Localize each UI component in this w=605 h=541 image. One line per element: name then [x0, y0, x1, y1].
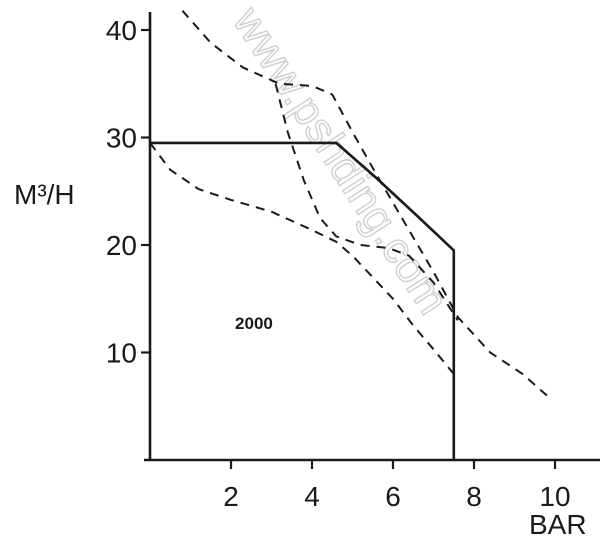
labels: M³/H BAR	[14, 179, 587, 540]
x-tick-label: 6	[385, 481, 401, 512]
ticks: 2 4 6 8 10 10 20 30 40	[106, 15, 571, 512]
series-line-1	[150, 141, 456, 460]
y-tick-label: 20	[106, 230, 137, 261]
x-tick-label: 4	[304, 481, 320, 512]
y-tick-label: 40	[106, 15, 137, 46]
watermark: www.pshding.com	[222, 0, 458, 324]
x-axis-title: BAR	[529, 509, 587, 540]
series-line-4	[274, 83, 459, 321]
x-tick-label: 2	[223, 481, 239, 512]
series-lines	[149, 10, 548, 460]
x-tick-label: 8	[466, 481, 482, 512]
y-axis-title: M³/H	[14, 179, 75, 210]
axes	[144, 12, 600, 462]
y-tick-label: 10	[106, 338, 137, 369]
y-tick-label: 30	[106, 123, 137, 154]
curve-annotation: 2000	[235, 314, 273, 333]
annotations: 2000	[235, 314, 273, 333]
series-line-2	[149, 142, 455, 375]
series-line-3	[181, 10, 548, 397]
watermark-text: www.pshding.com	[223, 0, 458, 323]
x-tick-label: 10	[539, 481, 570, 512]
